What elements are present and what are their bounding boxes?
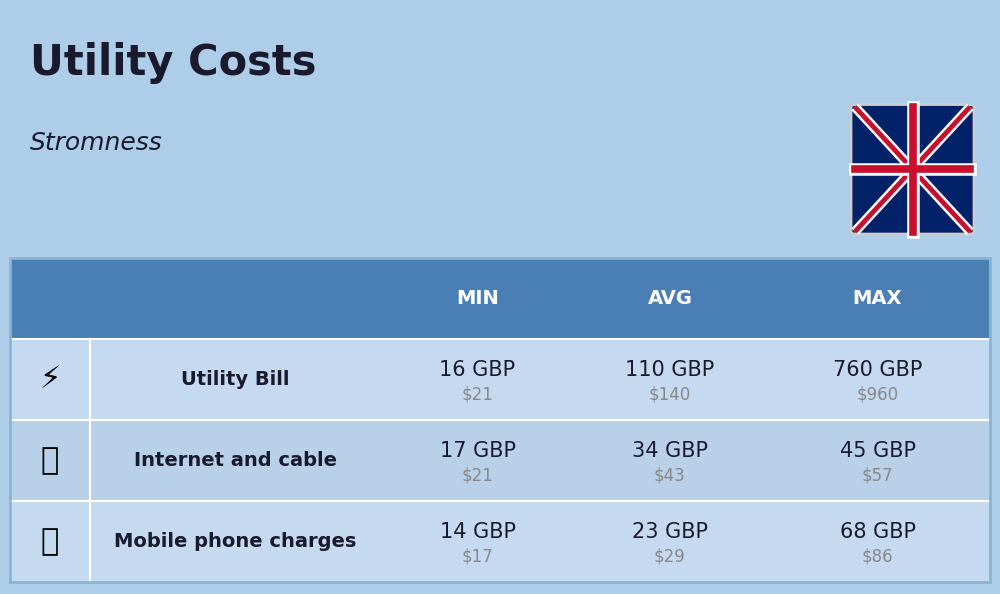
Text: Utility Bill: Utility Bill <box>181 370 289 389</box>
Text: $960: $960 <box>856 386 899 403</box>
Text: 📶: 📶 <box>41 446 59 475</box>
Text: 34 GBP: 34 GBP <box>632 441 708 461</box>
Text: $21: $21 <box>462 386 493 403</box>
FancyBboxPatch shape <box>10 339 990 421</box>
Text: 17 GBP: 17 GBP <box>440 441 516 461</box>
Text: $86: $86 <box>862 547 893 565</box>
Text: $29: $29 <box>654 547 686 565</box>
Text: MAX: MAX <box>853 289 902 308</box>
Text: 14 GBP: 14 GBP <box>440 522 516 542</box>
FancyBboxPatch shape <box>10 501 990 582</box>
FancyBboxPatch shape <box>10 258 990 339</box>
Text: Mobile phone charges: Mobile phone charges <box>114 532 356 551</box>
Text: 45 GBP: 45 GBP <box>840 441 916 461</box>
Text: Internet and cable: Internet and cable <box>134 451 336 470</box>
Text: 16 GBP: 16 GBP <box>439 360 516 380</box>
Text: $17: $17 <box>462 547 493 565</box>
FancyBboxPatch shape <box>851 105 974 234</box>
Text: 23 GBP: 23 GBP <box>632 522 708 542</box>
Text: 68 GBP: 68 GBP <box>840 522 916 542</box>
Text: 📱: 📱 <box>41 527 59 556</box>
Text: $43: $43 <box>654 466 686 484</box>
FancyBboxPatch shape <box>10 421 990 501</box>
Text: ⚡: ⚡ <box>39 365 61 394</box>
Text: Utility Costs: Utility Costs <box>30 42 316 84</box>
Text: $21: $21 <box>462 466 493 484</box>
Text: MIN: MIN <box>456 289 499 308</box>
Text: $140: $140 <box>649 386 691 403</box>
Text: $57: $57 <box>862 466 893 484</box>
Text: 760 GBP: 760 GBP <box>833 360 922 380</box>
Text: 110 GBP: 110 GBP <box>625 360 715 380</box>
Text: AVG: AVG <box>647 289 692 308</box>
FancyBboxPatch shape <box>10 258 90 339</box>
Text: Stromness: Stromness <box>30 131 163 154</box>
